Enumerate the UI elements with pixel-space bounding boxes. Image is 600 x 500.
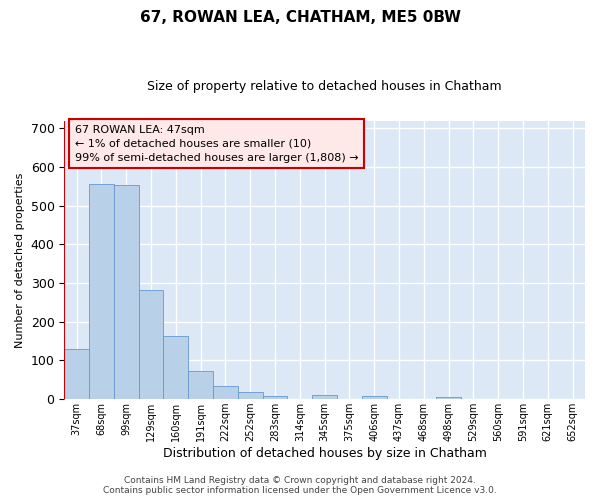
Bar: [436, 397, 461, 399]
Bar: [163, 336, 188, 399]
X-axis label: Distribution of detached houses by size in Chatham: Distribution of detached houses by size …: [163, 447, 487, 460]
Bar: [114, 185, 139, 399]
Bar: [263, 396, 287, 399]
Bar: [139, 290, 163, 399]
Bar: [238, 392, 263, 399]
Text: Contains HM Land Registry data © Crown copyright and database right 2024.
Contai: Contains HM Land Registry data © Crown c…: [103, 476, 497, 495]
Bar: [89, 184, 114, 399]
Bar: [312, 396, 337, 399]
Text: 67, ROWAN LEA, CHATHAM, ME5 0BW: 67, ROWAN LEA, CHATHAM, ME5 0BW: [139, 10, 461, 25]
Text: 67 ROWAN LEA: 47sqm
← 1% of detached houses are smaller (10)
99% of semi-detache: 67 ROWAN LEA: 47sqm ← 1% of detached hou…: [74, 124, 358, 162]
Bar: [362, 396, 386, 399]
Bar: [188, 372, 213, 399]
Y-axis label: Number of detached properties: Number of detached properties: [15, 172, 25, 348]
Bar: [213, 386, 238, 399]
Bar: [64, 349, 89, 399]
Title: Size of property relative to detached houses in Chatham: Size of property relative to detached ho…: [148, 80, 502, 93]
